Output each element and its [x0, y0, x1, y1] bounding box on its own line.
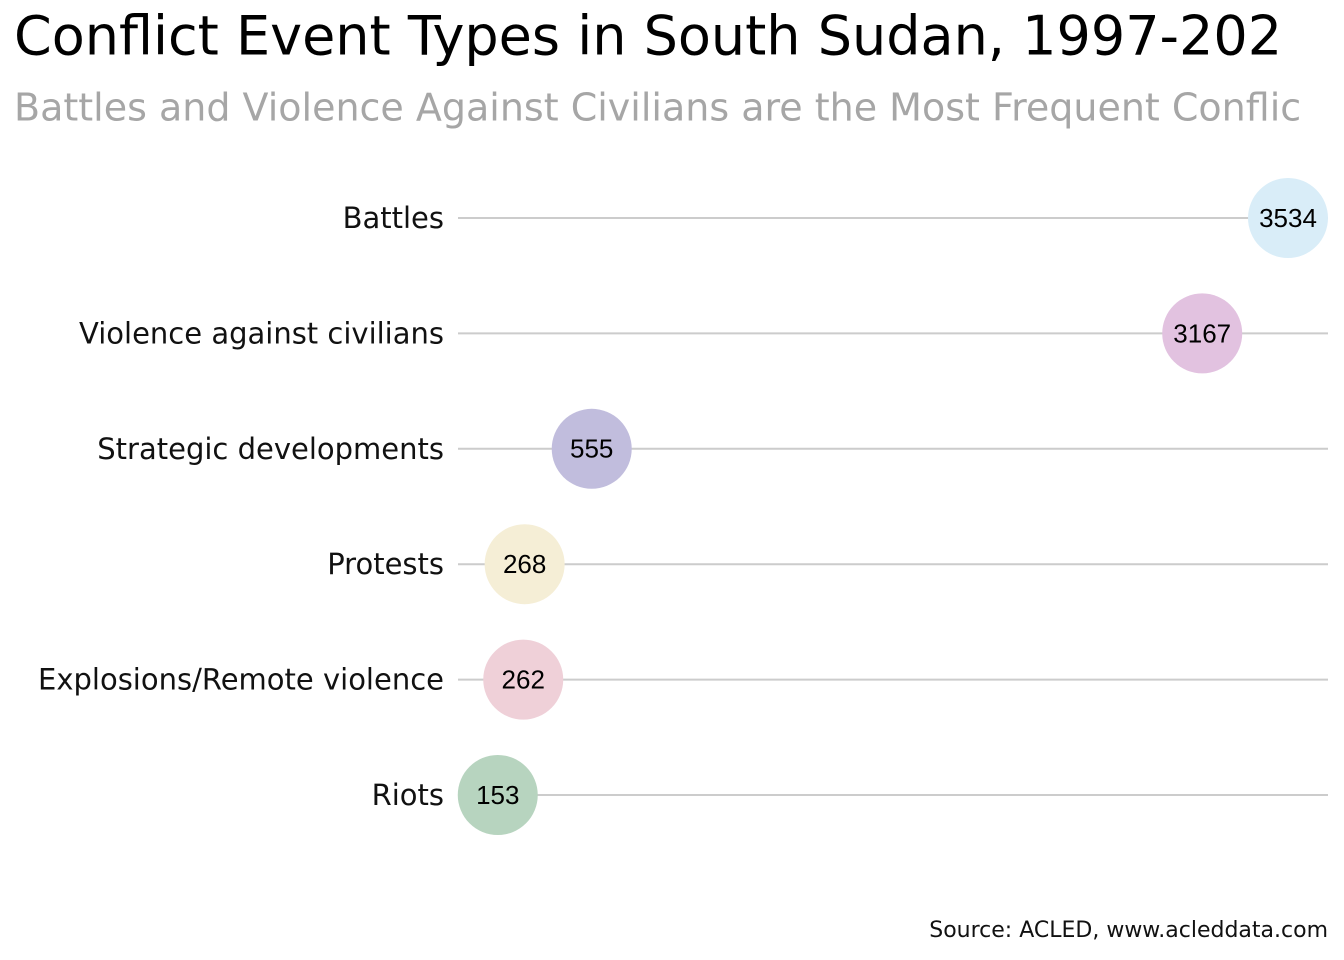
- value-label: 153: [476, 780, 519, 810]
- chart-subtitle: Battles and Violence Against Civilians a…: [14, 86, 1301, 130]
- category-label: Riots: [372, 778, 444, 812]
- value-label: 3167: [1173, 318, 1231, 348]
- value-label: 268: [503, 549, 546, 579]
- category-label: Protests: [327, 547, 444, 581]
- category-label: Explosions/Remote violence: [38, 663, 444, 697]
- value-label: 555: [570, 434, 613, 464]
- category-label: Strategic developments: [97, 432, 444, 466]
- dot: [483, 639, 564, 720]
- dot: [1248, 178, 1328, 258]
- source: Source: ACLED, www.acleddata.com: [929, 918, 1328, 943]
- dot: [551, 408, 632, 489]
- category-label: Violence against civilians: [79, 316, 444, 350]
- value-label: 262: [502, 664, 545, 694]
- chart-title: Conflict Event Types in South Sudan, 199…: [14, 5, 1282, 68]
- value-label: 3534: [1259, 203, 1317, 233]
- dot: [1162, 293, 1243, 374]
- category-label: Battles: [343, 201, 444, 235]
- dot: [484, 524, 565, 605]
- dot: [457, 755, 538, 835]
